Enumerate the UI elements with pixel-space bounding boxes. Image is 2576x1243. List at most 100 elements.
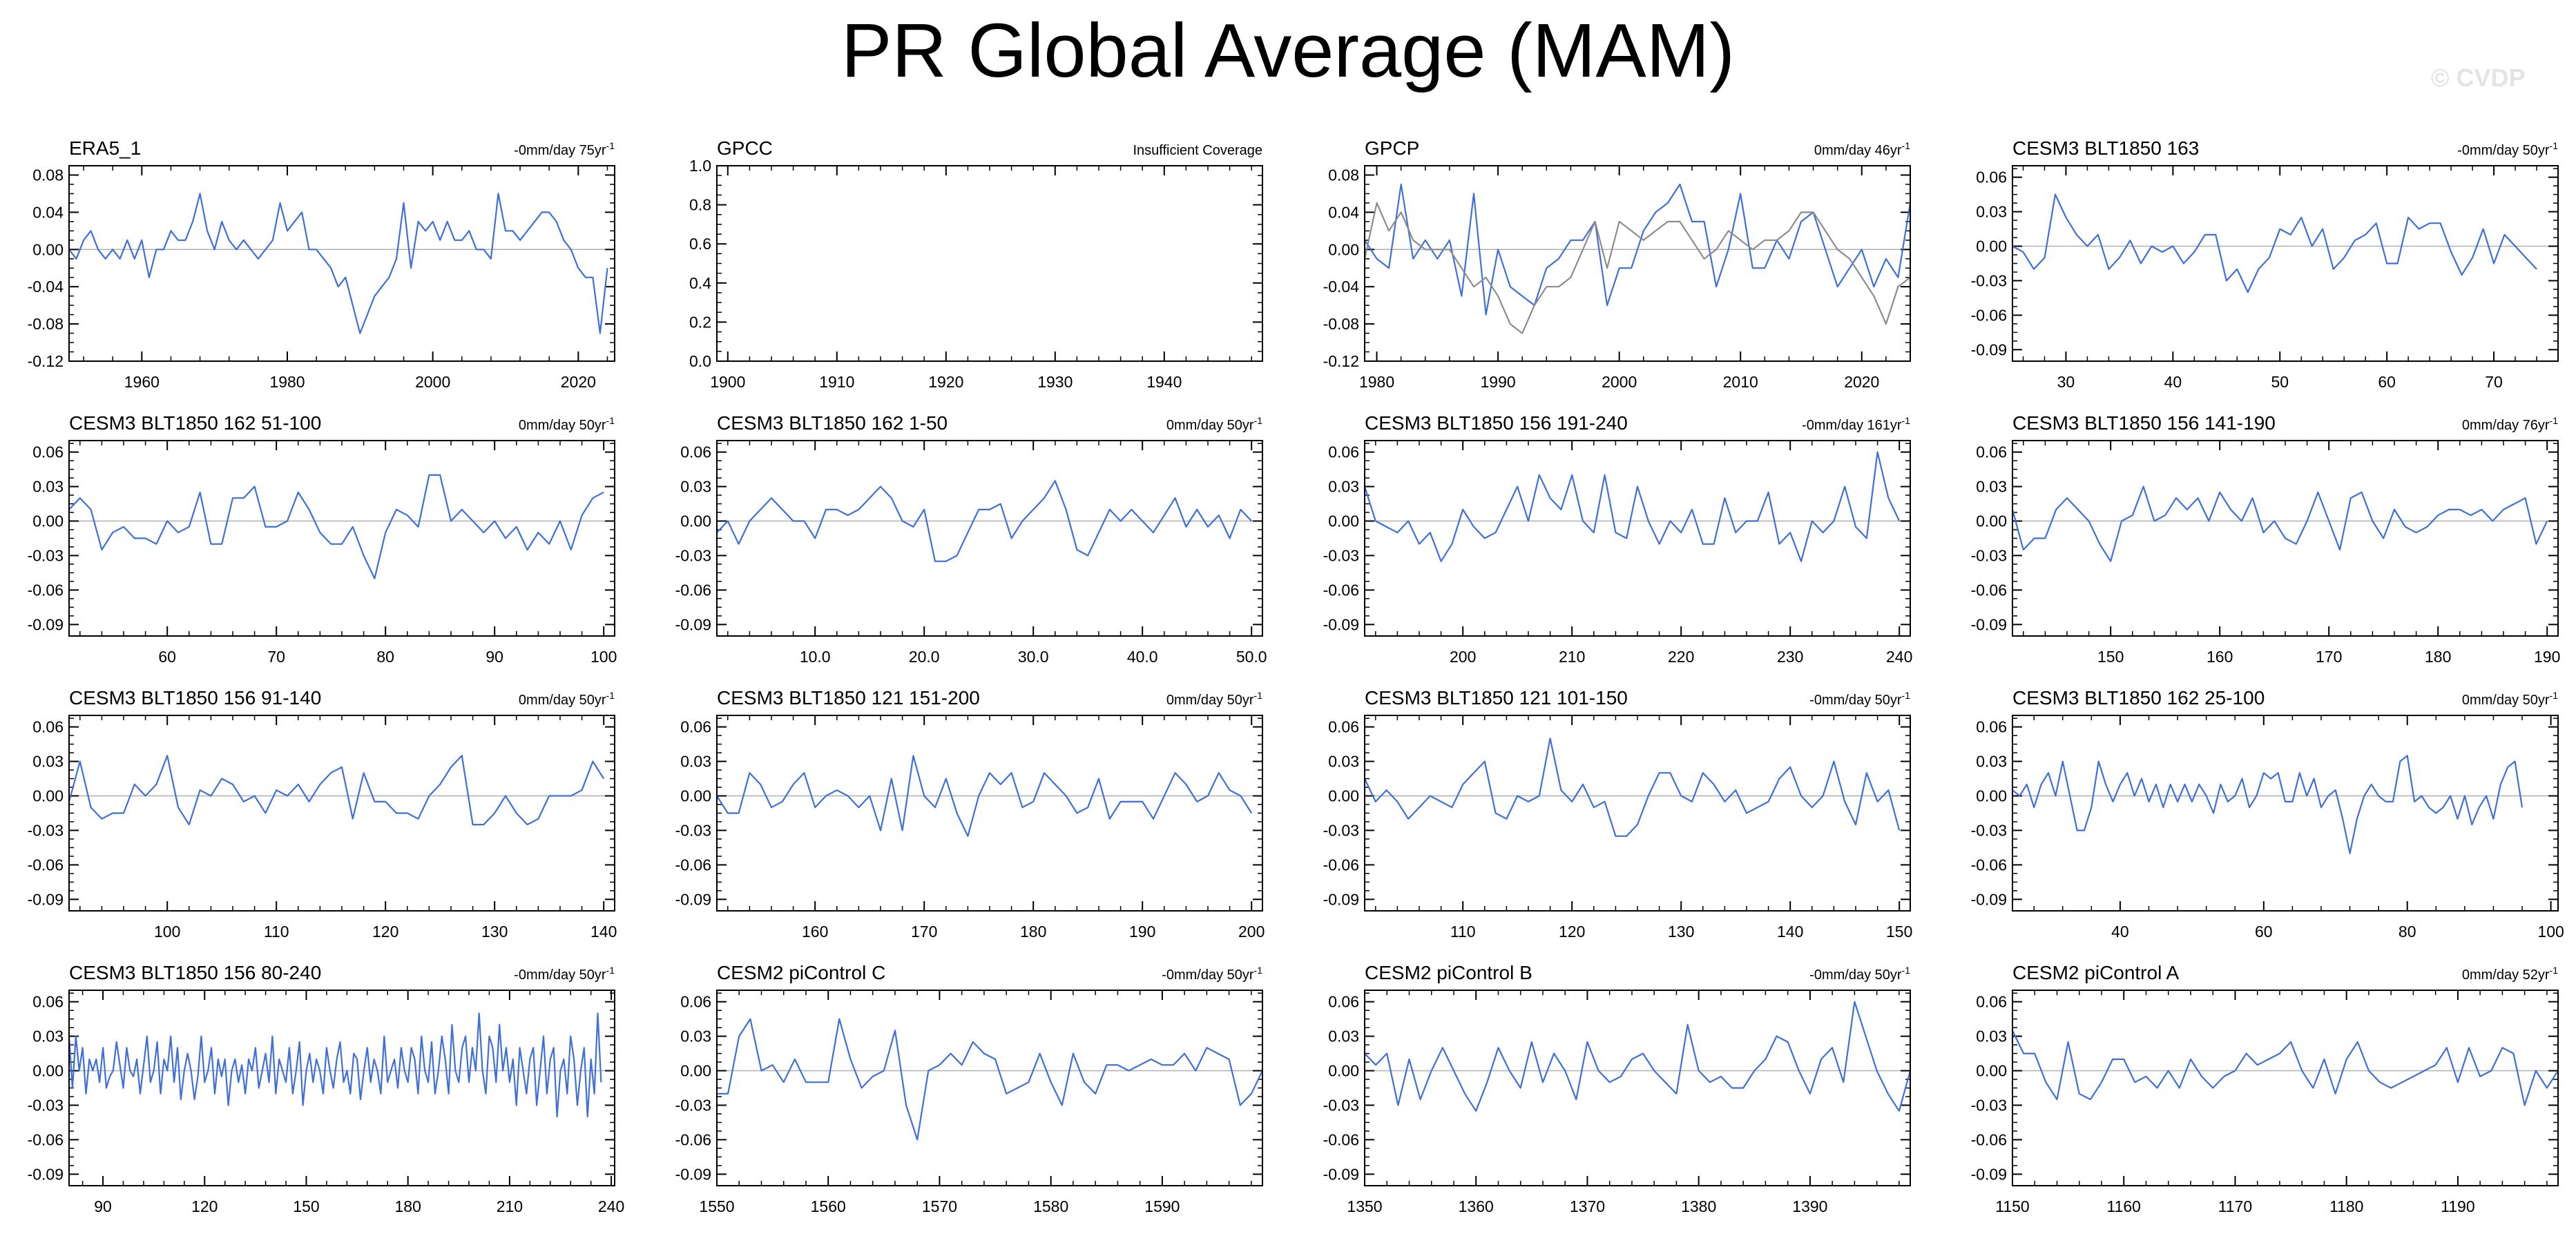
x-tick-label: 40.0	[1127, 648, 1158, 666]
y-tick-label: 0.00	[32, 787, 64, 805]
x-tick-label: 110	[1450, 923, 1476, 941]
panel-frame	[716, 440, 1263, 637]
series-line	[2012, 193, 2537, 293]
x-tick-label: 1170	[2218, 1197, 2252, 1215]
y-tick-label: -0.03	[1323, 821, 1359, 839]
x-tick-label: 70	[267, 648, 285, 666]
x-tick-label: 140	[1777, 923, 1803, 941]
chart-panel-7: CESM3 BLT1850 156 191-240 -0mm/day 161yr-…	[1323, 412, 1913, 666]
chart-panel-16: CESM2 piControl A 0mm/day 52yr-1 -0.09 -0.0…	[1971, 962, 2559, 1215]
chart-panel-6: CESM3 BLT1850 162 1-50 0mm/day 50yr-1 -0.0…	[675, 412, 1267, 666]
x-tick-label: 1360	[1459, 1197, 1494, 1215]
x-tick-label: 210	[497, 1197, 523, 1215]
panel-frame	[1364, 165, 1911, 362]
y-tick-label: 0.03	[1328, 1028, 1359, 1046]
y-tick-label: -0.03	[1971, 271, 2007, 289]
panel-trend-exponent: -1	[606, 965, 615, 976]
y-tick-label: 0.00	[1328, 1062, 1359, 1080]
x-tick-label: 1550	[699, 1197, 734, 1215]
y-tick-label: 0.06	[1328, 718, 1359, 736]
y-tick-label: -0.03	[675, 1096, 711, 1114]
panel-trend-exponent: -1	[1902, 965, 1911, 976]
panel-trend-annotation: 0mm/day 50yr-1	[519, 415, 615, 433]
y-tick-label: -0.09	[675, 890, 711, 908]
panel-title: CESM3 BLT1850 162 51-100	[69, 412, 321, 434]
x-tick-label: 120	[191, 1197, 218, 1215]
panel-trend-annotation: 0mm/day 50yr-1	[1166, 690, 1262, 708]
y-tick-label: -0.03	[1323, 1096, 1359, 1114]
x-tick-label: 1390	[1792, 1197, 1827, 1215]
x-tick-label: 190	[1129, 923, 1155, 941]
y-tick-label: 1.0	[689, 157, 711, 175]
x-tick-label: 100	[154, 923, 180, 941]
y-tick-label: -0.08	[1323, 315, 1359, 333]
series-line	[2012, 1030, 2559, 1106]
panel-trend-exponent: -1	[2550, 690, 2559, 701]
y-tick-label: 0.03	[32, 1028, 64, 1046]
x-tick-label: 150	[1886, 923, 1912, 941]
panel-trend-annotation: -0mm/day 161yr-1	[1802, 415, 1910, 433]
y-tick-label: -0.12	[1323, 352, 1359, 370]
panel-frame	[716, 165, 1263, 362]
chart-panel-4: CESM3 BLT1850 163 -0mm/day 50yr-1 -0.09 -0.…	[1971, 137, 2559, 391]
x-tick-label: 90	[94, 1197, 112, 1215]
y-tick-label: 0.03	[1976, 478, 2007, 496]
y-tick-label: 0.2	[689, 313, 711, 331]
x-tick-label: 70	[2485, 373, 2503, 391]
panel-frame	[68, 440, 615, 637]
y-tick-label: 0.06	[680, 718, 711, 736]
y-tick-label: -0.09	[675, 615, 711, 633]
panel-title: CESM2 piControl B	[1365, 962, 1532, 983]
chart-panel-12: CESM3 BLT1850 162 25-100 0mm/day 50yr-1 -0…	[1971, 687, 2564, 941]
panel-title: CESM3 BLT1850 156 141-190	[2012, 412, 2276, 434]
y-tick-label: -0.06	[675, 1130, 711, 1148]
series-line	[68, 193, 608, 334]
y-tick-label: 0.00	[32, 512, 64, 530]
y-tick-label: -0.06	[675, 581, 711, 599]
x-tick-label: 1910	[819, 373, 854, 391]
y-tick-label: -0.03	[1971, 821, 2007, 839]
panel-trend-annotation: -0mm/day 50yr-1	[2457, 140, 2558, 158]
y-tick-label: 0.03	[1328, 478, 1359, 496]
series-line	[2012, 755, 2524, 854]
x-tick-label: 120	[372, 923, 398, 941]
page-title: PR Global Average (MAM)	[840, 8, 1735, 93]
panel-frame	[2012, 715, 2559, 912]
x-tick-label: 180	[2425, 648, 2451, 666]
panel-frame	[716, 990, 1263, 1186]
x-tick-label: 1350	[1347, 1197, 1382, 1215]
y-tick-label: -0.04	[28, 278, 64, 296]
panel-trend-annotation: -0mm/day 75yr-1	[514, 140, 615, 158]
x-tick-label: 1960	[124, 373, 160, 391]
panel-trend-exponent: -1	[606, 140, 615, 151]
y-tick-label: -0.09	[28, 1165, 64, 1183]
panel-frame	[1364, 440, 1911, 637]
y-tick-label: -0.03	[1971, 546, 2007, 564]
y-tick-label: 0.00	[1976, 1062, 2007, 1080]
y-tick-label: -0.09	[1323, 890, 1359, 908]
panel-frame	[68, 715, 615, 912]
x-tick-label: 1980	[269, 373, 305, 391]
panel-trend-annotation: -0mm/day 50yr-1	[1809, 965, 1910, 983]
panel-trend-exponent: -1	[1254, 965, 1263, 976]
x-tick-label: 240	[1886, 648, 1912, 666]
y-tick-label: -0.03	[1971, 1096, 2007, 1114]
x-tick-label: 170	[911, 923, 937, 941]
panel-title: CESM3 BLT1850 156 80-240	[69, 962, 321, 983]
chart-panel-5: CESM3 BLT1850 162 51-100 0mm/day 50yr-1 -0…	[28, 412, 617, 666]
x-tick-label: 1560	[811, 1197, 846, 1215]
y-tick-label: 0.06	[1976, 718, 2007, 736]
y-tick-label: -0.09	[28, 890, 64, 908]
panel-trend-annotation: 0mm/day 50yr-1	[519, 690, 615, 708]
y-tick-label: 0.03	[1976, 1028, 2007, 1046]
y-tick-label: 0.06	[1976, 443, 2007, 461]
watermark: © CVDP	[2431, 64, 2526, 92]
y-tick-label: -0.09	[1971, 615, 2007, 633]
y-tick-label: -0.03	[28, 821, 64, 839]
y-tick-label: 0.06	[1328, 443, 1359, 461]
y-tick-label: 0.00	[680, 1062, 711, 1080]
panel-title: CESM3 BLT1850 121 101-150	[1365, 687, 1628, 709]
panel-trend-annotation: 0mm/day 52yr-1	[2462, 965, 2558, 983]
panel-title: CESM3 BLT1850 162 1-50	[717, 412, 948, 434]
y-tick-label: 0.00	[1976, 787, 2007, 805]
